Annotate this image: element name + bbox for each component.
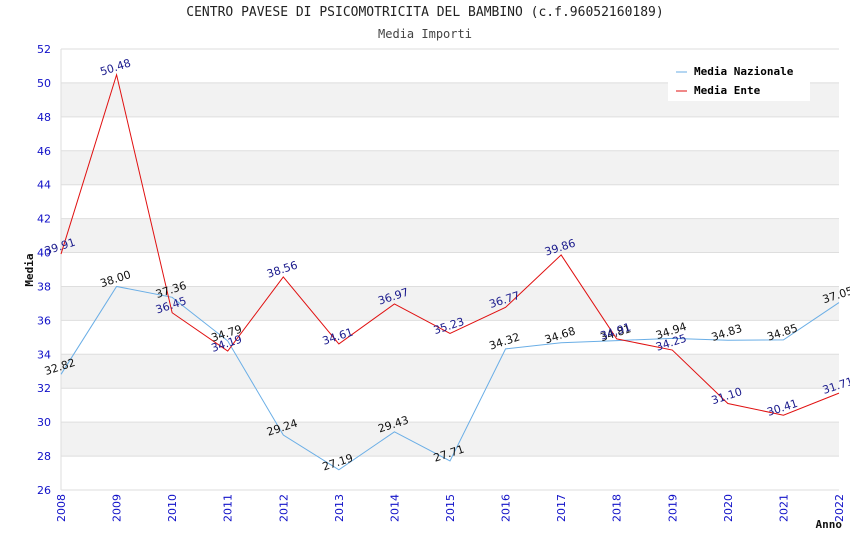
x-tick-label: 2020 [722, 494, 735, 522]
legend-label: Media Ente [694, 84, 761, 97]
series-lines [60, 72, 840, 471]
y-tick-label: 50 [37, 77, 51, 90]
plot-band [61, 150, 839, 185]
plot-band [61, 218, 839, 253]
data-label: 34.32 [488, 331, 522, 353]
legend-label: Media Nazionale [694, 65, 794, 78]
y-tick-label: 52 [37, 43, 51, 56]
x-tick-label: 2021 [777, 494, 790, 522]
y-tick-label: 36 [37, 314, 51, 327]
x-tick-label: 2015 [444, 494, 457, 522]
x-tick-label: 2013 [333, 494, 346, 522]
x-axis-title: Anno [816, 518, 843, 531]
x-tick-label: 2010 [166, 494, 179, 522]
x-tick-label: 2022 [833, 494, 846, 522]
x-tick-label: 2018 [611, 494, 624, 522]
y-tick-label: 32 [37, 382, 51, 395]
x-tick-label: 2009 [111, 494, 124, 522]
x-tick-label: 2019 [666, 494, 679, 522]
data-label: 39.91 [43, 236, 77, 258]
series-line [60, 72, 840, 416]
y-tick-label: 40 [37, 247, 51, 260]
gridlines [60, 48, 839, 491]
y-tick-label: 48 [37, 111, 51, 124]
y-axis-ticks: 26 28 30 32 34 36 38 40 42 44 46 48 50 52 [37, 43, 51, 497]
y-tick-label: 30 [37, 416, 51, 429]
x-tick-label: 2011 [222, 494, 235, 522]
plot-band [61, 286, 839, 321]
y-axis-title: Media [23, 253, 36, 286]
data-label: 30.41 [765, 397, 799, 419]
y-tick-label: 44 [37, 179, 51, 192]
plot-bands [61, 82, 839, 457]
data-label: 38.56 [265, 259, 299, 281]
x-tick-label: 2008 [55, 494, 68, 522]
x-tick-label: 2016 [500, 494, 513, 522]
y-tick-label: 42 [37, 213, 51, 226]
series-line [60, 285, 840, 471]
plot-band [61, 422, 839, 457]
y-tick-label: 46 [37, 145, 51, 158]
chart-title: CENTRO PAVESE DI PSICOMOTRICITA DEL BAMB… [186, 5, 664, 20]
chart-subtitle: Media Importi [378, 27, 472, 41]
x-axis-ticks: 2008 2009 2010 2011 2012 2013 2014 2015 2016 2017… [55, 494, 846, 522]
x-tick-label: 2012 [277, 494, 290, 522]
x-tick-label: 2014 [388, 494, 401, 522]
y-tick-label: 38 [37, 280, 51, 293]
x-tick-label: 2017 [555, 494, 568, 522]
legend: Media Nazionale Media Ente [668, 60, 810, 101]
legend-box [668, 60, 810, 101]
data-label: 50.48 [99, 56, 133, 78]
y-tick-label: 28 [37, 450, 51, 463]
plot-band [61, 354, 839, 389]
y-tick-label: 34 [37, 348, 51, 361]
y-tick-label: 26 [37, 484, 51, 497]
